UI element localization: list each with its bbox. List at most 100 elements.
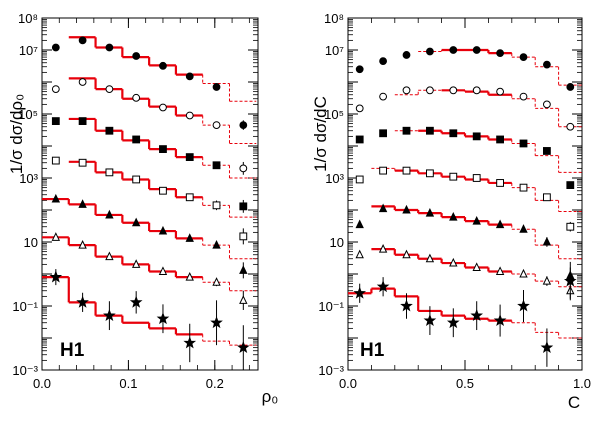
data-point <box>239 202 248 211</box>
series-3 <box>355 126 582 189</box>
data-point <box>132 93 141 102</box>
data-point <box>496 49 505 58</box>
data-point <box>402 166 411 175</box>
data-point <box>449 211 458 221</box>
data-point <box>51 156 60 165</box>
data-point <box>132 135 141 144</box>
data-point <box>131 217 141 227</box>
data-point <box>379 129 388 138</box>
data-point <box>496 135 505 144</box>
x-tick-label: 0.0 <box>339 376 357 391</box>
data-point <box>185 271 194 281</box>
x-tick-label: 0.1 <box>119 376 137 391</box>
data-point <box>51 85 60 93</box>
x-axis-title: C <box>568 393 580 412</box>
data-point <box>519 183 528 192</box>
y-tick-label: 10⁻³ <box>318 363 344 378</box>
data-point <box>543 147 551 155</box>
data-point <box>426 47 434 56</box>
y-tick-label: 10⁷ <box>19 43 38 58</box>
data-point <box>446 316 460 329</box>
data-point <box>185 233 194 242</box>
data-point <box>449 257 458 267</box>
data-point <box>402 51 411 59</box>
data-point <box>212 201 221 210</box>
y-axis-title: 1/σ dσ/dC <box>311 96 330 172</box>
series-5 <box>355 203 582 284</box>
data-point <box>543 193 551 202</box>
data-point <box>470 308 484 322</box>
data-point <box>212 83 221 91</box>
series-1 <box>355 46 582 91</box>
data-point <box>355 65 364 74</box>
data-point <box>78 158 87 167</box>
experiment-label: H1 <box>60 340 85 361</box>
data-point <box>543 100 551 109</box>
data-point <box>132 52 141 60</box>
series-4 <box>355 166 582 232</box>
data-point <box>543 60 551 69</box>
data-point <box>78 117 87 125</box>
data-point <box>105 251 114 261</box>
data-point <box>159 61 167 70</box>
data-point <box>158 266 168 275</box>
data-point <box>105 85 114 93</box>
data-point <box>185 153 194 161</box>
data-point <box>566 222 575 231</box>
data-point <box>517 299 530 312</box>
data-point <box>400 299 413 312</box>
data-point <box>496 179 505 187</box>
data-point <box>212 277 221 286</box>
series-7 <box>42 269 257 371</box>
series-5 <box>42 193 257 279</box>
data-point <box>212 121 221 129</box>
data-point <box>472 174 481 182</box>
data-point <box>472 86 481 95</box>
data-point <box>76 295 89 308</box>
data-point <box>51 232 61 241</box>
data-point <box>132 175 141 184</box>
data-point <box>51 117 60 125</box>
chart-panel-1: 10⁻³ 10⁻¹ 10 10³ 10⁵ 10⁷ 10⁸ 0.0 0.1 0.2 1/σ dσ/dρ… <box>7 11 278 406</box>
data-point <box>449 129 458 138</box>
data-point <box>185 111 194 120</box>
data-point <box>519 53 528 61</box>
data-point <box>355 175 364 184</box>
data-point <box>402 86 411 95</box>
data-point <box>493 313 507 326</box>
data-point <box>426 126 434 135</box>
y-tick-label: 10⁸ <box>18 11 38 26</box>
data-point <box>472 215 481 225</box>
data-point <box>542 275 552 285</box>
data-point <box>519 224 528 233</box>
series-6 <box>355 243 582 299</box>
data-point <box>158 225 168 235</box>
series-6 <box>42 232 257 310</box>
data-point <box>185 72 194 81</box>
y-tick-label: 10 <box>24 235 38 250</box>
data-point <box>378 203 388 213</box>
data-point <box>355 104 364 113</box>
data-point <box>449 86 458 95</box>
data-point <box>105 126 114 135</box>
y-tick-label: 10⁻¹ <box>12 299 38 314</box>
x-tick-label: 1.0 <box>573 376 591 391</box>
y-tick-label: 10³ <box>325 171 344 186</box>
y-tick-label: 10 <box>330 235 344 250</box>
series-3 <box>51 117 257 213</box>
data-point <box>472 46 481 54</box>
data-point <box>563 274 577 287</box>
data-point <box>425 207 435 217</box>
data-point <box>210 316 223 329</box>
data-point <box>472 262 481 271</box>
data-point <box>566 181 575 189</box>
data-point <box>159 145 167 154</box>
experiment-label: H1 <box>360 340 385 361</box>
data-point <box>183 336 197 349</box>
x-tick-label: 0.5 <box>456 376 474 391</box>
data-point <box>495 219 505 229</box>
data-point <box>78 78 87 86</box>
data-point <box>542 236 552 246</box>
data-point <box>449 172 458 181</box>
